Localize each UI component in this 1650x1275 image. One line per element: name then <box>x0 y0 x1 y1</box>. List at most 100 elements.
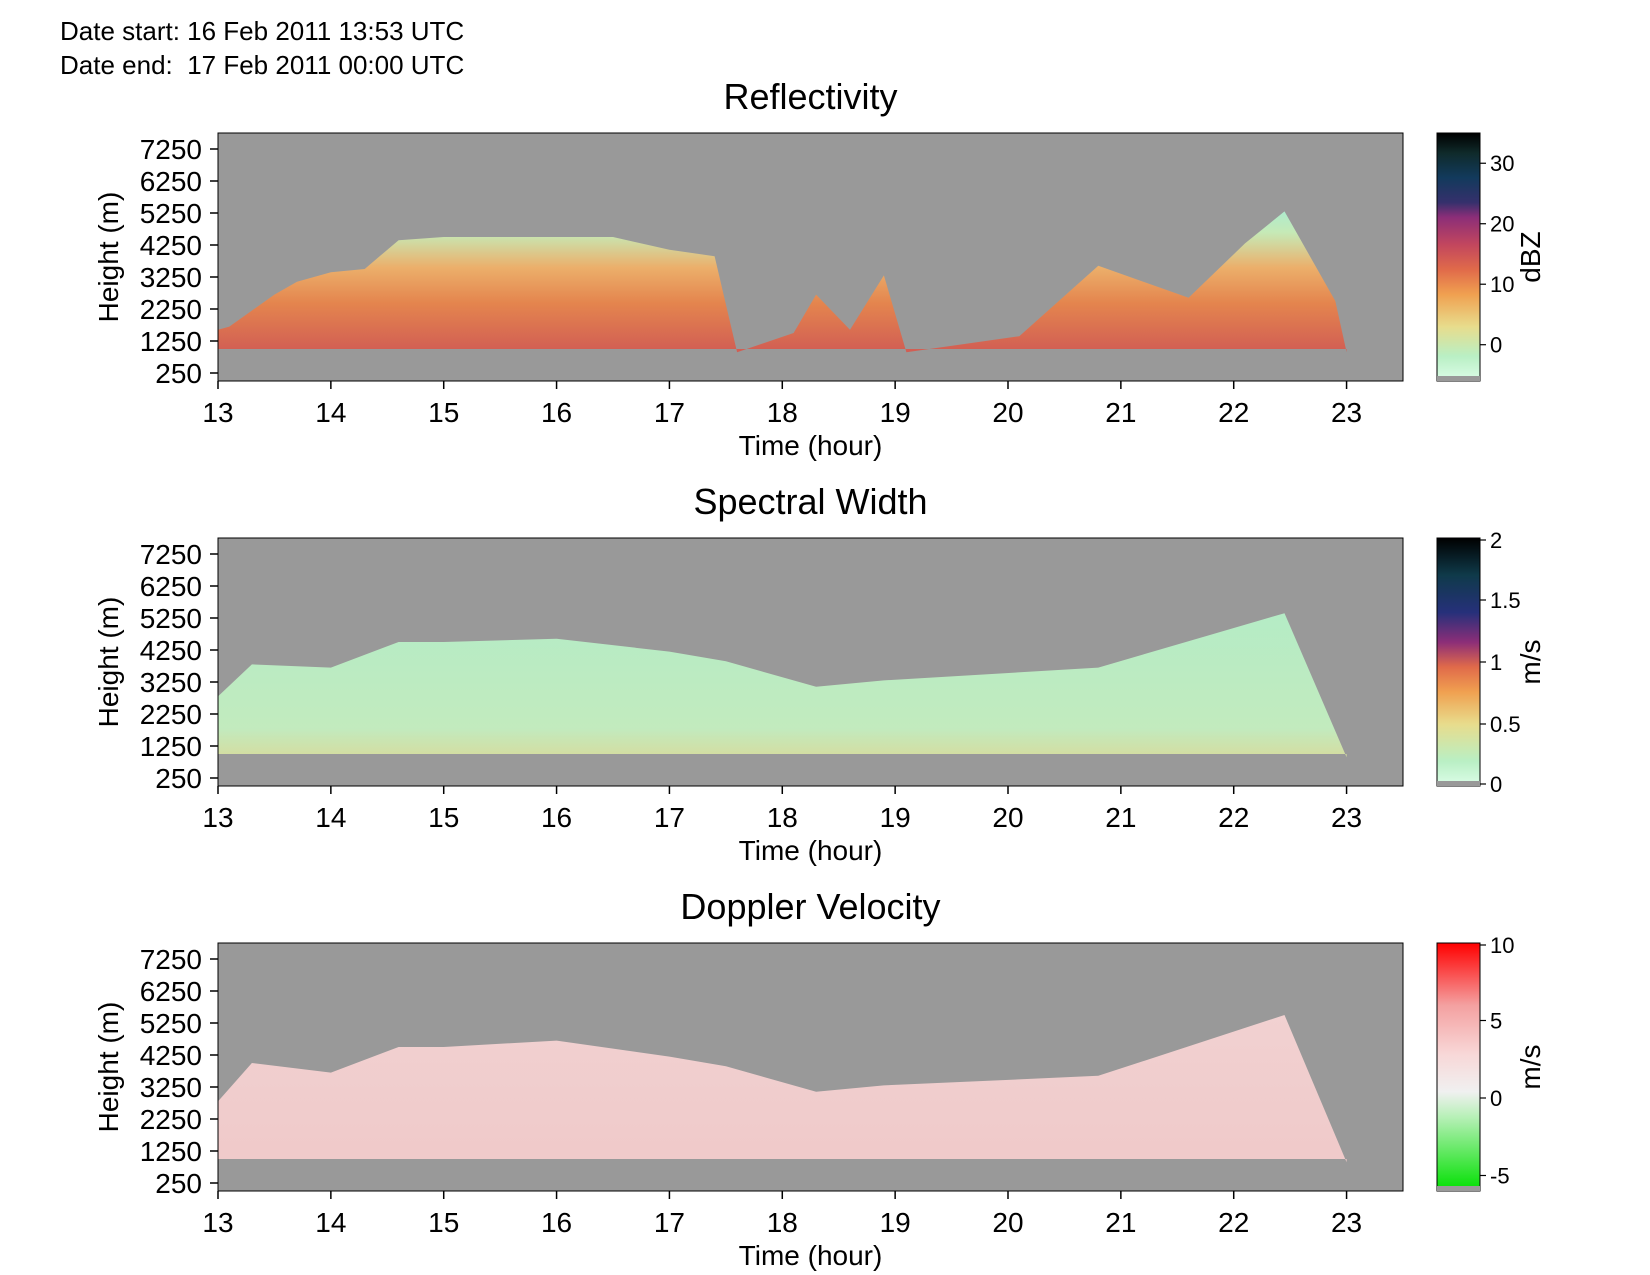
date-end-text: Date end: 17 Feb 2011 00:00 UTC <box>60 50 465 80</box>
x-tick-label: 15 <box>428 802 459 833</box>
x-tick-label: 16 <box>541 1207 572 1238</box>
x-tick-label: 22 <box>1218 397 1249 428</box>
y-tick-label: 2250 <box>140 294 202 325</box>
x-tick-label: 20 <box>992 1207 1023 1238</box>
colorbar-tick-label: 20 <box>1490 212 1514 237</box>
x-tick-label: 23 <box>1331 1207 1362 1238</box>
colorbar-label: dBZ <box>1515 231 1546 282</box>
x-tick-label: 18 <box>767 1207 798 1238</box>
x-tick-label: 20 <box>992 802 1023 833</box>
y-tick-label: 4250 <box>140 230 202 261</box>
colorbar-tick-label: 30 <box>1490 151 1514 176</box>
y-tick-label: 7250 <box>140 134 202 165</box>
y-tick-label: 1250 <box>140 1136 202 1167</box>
y-tick-label: 6250 <box>140 571 202 602</box>
colorbar <box>1436 537 1481 787</box>
date-header: Date start: 16 Feb 2011 13:53 UTC Date e… <box>60 14 464 82</box>
colorbar <box>1436 942 1481 1192</box>
x-tick-label: 22 <box>1218 802 1249 833</box>
panel-title: Doppler Velocity <box>680 886 940 927</box>
x-tick-label: 21 <box>1105 397 1136 428</box>
x-tick-label: 17 <box>654 397 685 428</box>
y-tick-label: 250 <box>155 763 202 794</box>
x-tick-label: 20 <box>992 397 1023 428</box>
y-tick-label: 5250 <box>140 198 202 229</box>
x-axis-label: Time (hour) <box>739 1240 883 1271</box>
y-tick-label: 3250 <box>140 667 202 698</box>
x-tick-label: 16 <box>541 397 572 428</box>
date-start-text: Date start: 16 Feb 2011 13:53 UTC <box>60 16 465 46</box>
colorbar-tick-label: 5 <box>1490 1009 1502 1034</box>
colorbar <box>1436 132 1481 382</box>
panel-title: Reflectivity <box>723 76 897 117</box>
colorbar-tick-label: 0.5 <box>1490 712 1521 737</box>
colorbar-tick-label: 0 <box>1490 772 1502 797</box>
y-tick-label: 4250 <box>140 1040 202 1071</box>
colorbar-tick-label: 1 <box>1490 650 1502 675</box>
x-tick-label: 18 <box>767 802 798 833</box>
x-tick-label: 19 <box>880 397 911 428</box>
x-tick-label: 23 <box>1331 802 1362 833</box>
echo-region <box>218 211 1347 353</box>
y-tick-label: 250 <box>155 358 202 389</box>
y-tick-label: 7250 <box>140 944 202 975</box>
y-tick-label: 3250 <box>140 262 202 293</box>
x-tick-label: 21 <box>1105 802 1136 833</box>
colorbar-missing-swatch <box>1437 1186 1480 1191</box>
x-tick-label: 14 <box>315 802 346 833</box>
y-tick-label: 250 <box>155 1168 202 1199</box>
colorbar-tick-label: 10 <box>1490 272 1514 297</box>
panel-title: Spectral Width <box>693 481 927 522</box>
x-tick-label: 13 <box>202 802 233 833</box>
x-tick-label: 15 <box>428 1207 459 1238</box>
plot-frame <box>217 942 1404 1192</box>
x-tick-label: 14 <box>315 397 346 428</box>
y-tick-label: 1250 <box>140 731 202 762</box>
echo-region <box>218 613 1347 758</box>
y-tick-label: 7250 <box>140 539 202 570</box>
x-axis-label: Time (hour) <box>739 835 883 866</box>
x-tick-label: 16 <box>541 802 572 833</box>
y-tick-label: 6250 <box>140 976 202 1007</box>
y-tick-label: 4250 <box>140 635 202 666</box>
y-tick-label: 3250 <box>140 1072 202 1103</box>
y-axis-label: Height (m) <box>93 192 124 323</box>
x-tick-label: 19 <box>880 1207 911 1238</box>
echo-region <box>218 1015 1347 1163</box>
panel-0: Reflectivity 13 14 15 16 17 18 19 20 21 22 23 Time (… <box>93 76 1546 461</box>
colorbar-tick-label: 0 <box>1490 1086 1502 1111</box>
colorbar-tick-label: 10 <box>1490 933 1514 958</box>
y-tick-label: 5250 <box>140 603 202 634</box>
colorbar-tick-label: 1.5 <box>1490 588 1521 613</box>
panel-2: Doppler Velocity 13 14 15 16 17 18 19 20 21 22 23 Ti… <box>93 886 1546 1271</box>
colorbar-label: m/s <box>1515 639 1546 684</box>
colorbar-missing-swatch <box>1437 376 1480 381</box>
x-tick-label: 17 <box>654 1207 685 1238</box>
y-tick-label: 2250 <box>140 699 202 730</box>
x-tick-label: 23 <box>1331 397 1362 428</box>
y-axis-label: Height (m) <box>93 1002 124 1133</box>
x-tick-label: 22 <box>1218 1207 1249 1238</box>
y-tick-label: 6250 <box>140 166 202 197</box>
x-axis-label: Time (hour) <box>739 430 883 461</box>
plot-frame <box>217 537 1404 787</box>
colorbar-tick-label: 2 <box>1490 528 1502 553</box>
x-tick-label: 21 <box>1105 1207 1136 1238</box>
colorbar-tick-label: 0 <box>1490 333 1502 358</box>
colorbar-missing-swatch <box>1437 781 1480 786</box>
colorbar-tick-label: -5 <box>1490 1164 1510 1189</box>
x-tick-label: 15 <box>428 397 459 428</box>
x-tick-label: 14 <box>315 1207 346 1238</box>
y-tick-label: 5250 <box>140 1008 202 1039</box>
x-tick-label: 18 <box>767 397 798 428</box>
x-tick-label: 13 <box>202 1207 233 1238</box>
y-axis-label: Height (m) <box>93 597 124 728</box>
colorbar-label: m/s <box>1515 1044 1546 1089</box>
x-tick-label: 19 <box>880 802 911 833</box>
plot-frame <box>217 132 1404 382</box>
y-tick-label: 2250 <box>140 1104 202 1135</box>
x-tick-label: 17 <box>654 802 685 833</box>
x-tick-label: 13 <box>202 397 233 428</box>
